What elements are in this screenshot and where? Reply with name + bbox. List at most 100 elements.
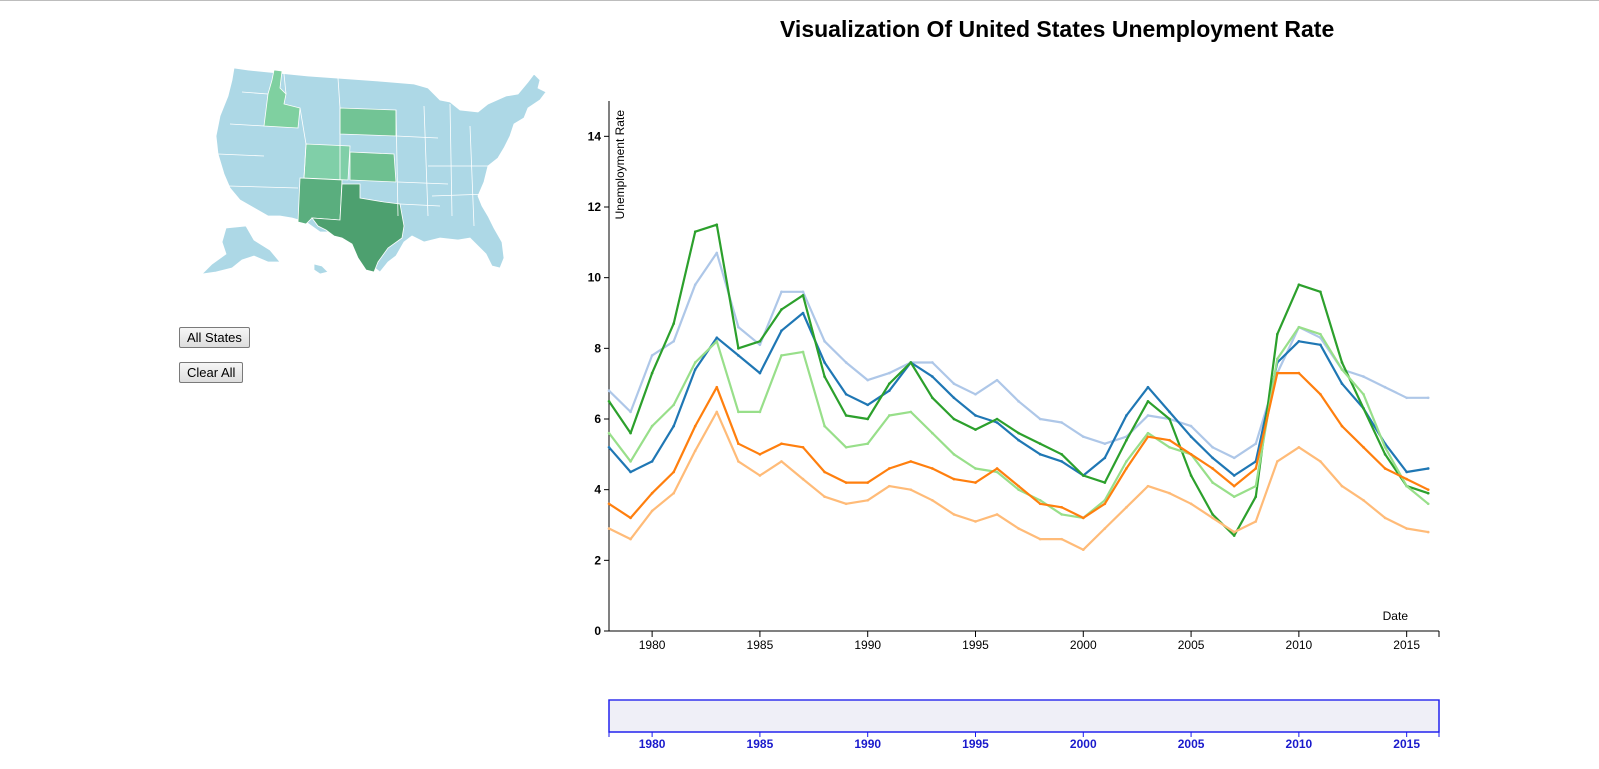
series-0-point [1383, 385, 1387, 389]
top-divider [0, 0, 1599, 1]
unemployment-line-chart[interactable]: 0 2 4 6 8 10 12 14 1980 1985 1990 1995 2000 2005 2010 2… [0, 0, 1599, 665]
series-2-point [1276, 332, 1279, 336]
series-1-point [1146, 385, 1150, 389]
series-5-point [737, 460, 740, 463]
series-4-point [1081, 516, 1085, 520]
series-3-point [672, 403, 675, 407]
series-1-point [1426, 467, 1430, 470]
series-3-point [629, 460, 632, 463]
series-1-point [1340, 382, 1344, 385]
series-3-point [1383, 445, 1387, 449]
series-4-point [780, 442, 783, 446]
series-5-point [909, 488, 913, 491]
series-3-point [1125, 460, 1128, 463]
series-4-point [801, 445, 805, 449]
y-axis-label: Unemployment Rate [613, 110, 627, 220]
series-4-point [844, 481, 848, 484]
series-5-point [1081, 548, 1085, 552]
series-3-point [1319, 332, 1322, 336]
series-4-point [1426, 488, 1430, 491]
series-4-point [629, 516, 632, 520]
series-3-point [801, 350, 805, 354]
series-2-point [1383, 453, 1387, 456]
series-2-point [931, 396, 934, 400]
y-tick-label: 14 [588, 129, 602, 143]
series-4-point [1168, 438, 1171, 442]
series-0-point [844, 361, 848, 364]
series-1-point [1319, 343, 1322, 347]
series-5-point [1168, 491, 1171, 495]
series-1-point [629, 470, 632, 474]
series-5-point [650, 509, 654, 513]
state-kansas[interactable] [349, 151, 397, 183]
map-states[interactable] [200, 67, 547, 275]
series-2-point [1362, 407, 1365, 410]
series-2-point [650, 371, 654, 375]
series-2-point [1319, 290, 1322, 294]
series-4-point [952, 477, 956, 481]
alaska[interactable] [200, 225, 281, 275]
series-2-point [844, 414, 848, 417]
series-5-point [758, 474, 762, 477]
us-map[interactable] [188, 66, 560, 281]
all-states-button[interactable]: All States [179, 327, 250, 348]
series-1-point [1060, 460, 1064, 463]
x-tick-label: 2015 [1393, 638, 1420, 652]
state-texas[interactable] [311, 183, 405, 273]
series-4-point [1340, 424, 1344, 428]
series-5-point [780, 460, 783, 463]
series-3-point [780, 354, 783, 357]
series-5-point [693, 449, 697, 453]
series-1-point [844, 392, 848, 396]
series-0-point [995, 378, 999, 382]
series-5-point [1232, 530, 1236, 534]
series-4-point [650, 491, 654, 495]
series-4-point [1060, 506, 1064, 509]
series-5-point [801, 477, 805, 481]
y-tick-label: 6 [594, 412, 601, 426]
series-0-point [1405, 396, 1408, 400]
series-3-point [737, 410, 740, 414]
series-0-point [823, 339, 826, 343]
series-2-point [909, 361, 913, 364]
series-5-point [1340, 484, 1344, 488]
series-1-point [780, 329, 783, 332]
series-1-point [1125, 414, 1128, 417]
series-1-point [1232, 474, 1236, 477]
series-1-point [866, 403, 870, 407]
series-1-point [823, 361, 826, 364]
series-5-point [1017, 527, 1020, 530]
series-2-point [758, 339, 762, 343]
series-3-point [693, 361, 697, 364]
series-0-point [931, 361, 934, 364]
series-4-point [737, 442, 740, 446]
series-1-point [952, 396, 956, 400]
series-0-point [650, 354, 654, 357]
series-4-point [995, 467, 999, 470]
series-5-point [1038, 537, 1042, 541]
series-4-point [1232, 484, 1236, 488]
hawaii[interactable] [313, 263, 329, 275]
series-4-point [974, 481, 977, 484]
series-2-point [1232, 534, 1236, 537]
series-4-point [1276, 371, 1279, 375]
x-tick-label: 1990 [854, 638, 881, 652]
y-tick-label: 4 [594, 483, 601, 497]
series-0-point [1017, 400, 1020, 403]
series-3-point [1426, 502, 1430, 506]
series-0-point [866, 378, 870, 382]
series-3-point [715, 339, 719, 343]
series-5-point [1276, 460, 1279, 463]
series-1-point [1189, 435, 1193, 438]
series-1-point [1038, 453, 1042, 456]
y-tick-label: 8 [594, 341, 601, 355]
series-4-point [607, 502, 611, 506]
series-1-point [931, 375, 934, 378]
series-2-point [866, 417, 870, 421]
brush-x-tick-label: 1995 [962, 737, 989, 751]
brush-selection[interactable] [608, 699, 1440, 733]
series-0-point [693, 283, 697, 287]
clear-all-button[interactable]: Clear All [179, 362, 244, 383]
series-3-point [909, 410, 913, 414]
series-0-point [1426, 396, 1430, 400]
